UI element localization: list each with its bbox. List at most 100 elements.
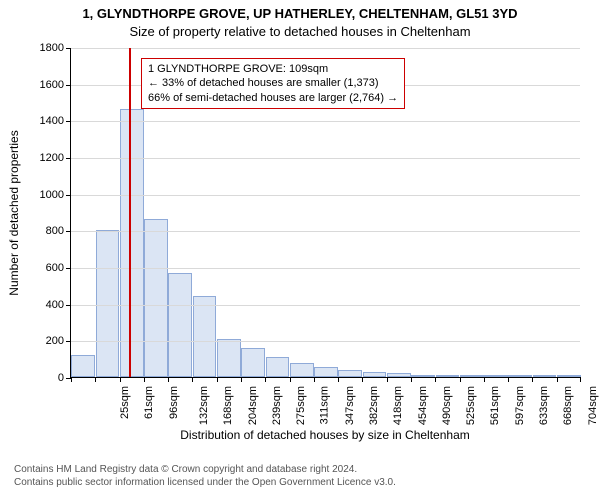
xtick-label: 275sqm (295, 386, 307, 425)
ytick-label: 1200 (24, 152, 64, 164)
xtick-label: 454sqm (417, 386, 429, 425)
gridline-h (71, 341, 580, 342)
xtick-label: 490sqm (441, 386, 453, 425)
xtick-mark (217, 377, 218, 382)
histogram-bar (120, 109, 144, 377)
y-axis-label: Number of detached properties (7, 130, 21, 295)
gridline-h (71, 121, 580, 122)
x-axis-label: Distribution of detached houses by size … (70, 428, 580, 442)
footer-line1: Contains HM Land Registry data © Crown c… (14, 464, 357, 475)
xtick-label: 561sqm (490, 386, 502, 425)
xtick-label: 61sqm (143, 386, 155, 419)
footer-line2: Contains public sector information licen… (14, 477, 396, 488)
ytick-label: 400 (24, 299, 64, 311)
xtick-label: 132sqm (198, 386, 210, 425)
xtick-mark (241, 377, 242, 382)
gridline-h (71, 158, 580, 159)
ytick-mark (66, 341, 71, 342)
ytick-mark (66, 158, 71, 159)
annotation-line: 66% of semi-detached houses are larger (… (148, 91, 398, 105)
ytick-label: 800 (24, 225, 64, 237)
footer-attribution: Contains HM Land Registry data © Crown c… (14, 464, 590, 489)
xtick-mark (435, 377, 436, 382)
annotation-line: 1 GLYNDTHORPE GROVE: 109sqm (148, 62, 398, 76)
gridline-h (71, 48, 580, 49)
annotation-box: 1 GLYNDTHORPE GROVE: 109sqm← 33% of deta… (141, 58, 405, 109)
histogram-bar (411, 375, 435, 377)
histogram-bar (193, 296, 217, 377)
xtick-mark (144, 377, 145, 382)
xtick-mark (95, 377, 96, 382)
xtick-mark (508, 377, 509, 382)
xtick-label: 668sqm (562, 386, 574, 425)
histogram-bar (557, 375, 581, 377)
xtick-label: 525sqm (465, 386, 477, 425)
xtick-label: 25sqm (119, 386, 131, 419)
xtick-label: 96sqm (168, 386, 180, 419)
xtick-mark (484, 377, 485, 382)
page-title-line1: 1, GLYNDTHORPE GROVE, UP HATHERLEY, CHEL… (0, 6, 600, 21)
histogram-bar (71, 355, 95, 377)
gridline-h (71, 305, 580, 306)
ytick-mark (66, 195, 71, 196)
xtick-label: 418sqm (392, 386, 404, 425)
ytick-mark (66, 268, 71, 269)
histogram-bar (484, 375, 508, 377)
histogram-bar (266, 357, 290, 377)
ytick-label: 1600 (24, 79, 64, 91)
ytick-label: 1400 (24, 115, 64, 127)
page-title-line2: Size of property relative to detached ho… (0, 24, 600, 39)
ytick-mark (66, 231, 71, 232)
xtick-label: 204sqm (247, 386, 259, 425)
histogram-bar (436, 375, 460, 377)
ytick-mark (66, 85, 71, 86)
histogram-bar (338, 370, 362, 377)
xtick-mark (168, 377, 169, 382)
ytick-mark (66, 305, 71, 306)
xtick-mark (314, 377, 315, 382)
histogram-bar (387, 373, 411, 377)
xtick-label: 704sqm (587, 386, 599, 425)
xtick-label: 239sqm (271, 386, 283, 425)
ytick-label: 1000 (24, 189, 64, 201)
xtick-label: 347sqm (344, 386, 356, 425)
ytick-label: 200 (24, 335, 64, 347)
marker-line (129, 48, 131, 377)
xtick-mark (580, 377, 581, 382)
xtick-mark (362, 377, 363, 382)
xtick-label: 597sqm (514, 386, 526, 425)
annotation-line: ← 33% of detached houses are smaller (1,… (148, 76, 398, 90)
histogram-bar (290, 363, 314, 377)
xtick-mark (557, 377, 558, 382)
xtick-label: 311sqm (319, 386, 331, 424)
xtick-mark (290, 377, 291, 382)
histogram-bar (460, 375, 484, 377)
ytick-label: 1800 (24, 42, 64, 54)
ytick-mark (66, 378, 71, 379)
xtick-mark (120, 377, 121, 382)
xtick-mark (411, 377, 412, 382)
xtick-label: 168sqm (222, 386, 234, 425)
histogram-plot: 1 GLYNDTHORPE GROVE: 109sqm← 33% of deta… (70, 48, 580, 378)
xtick-mark (71, 377, 72, 382)
ytick-mark (66, 48, 71, 49)
histogram-bar (363, 372, 387, 377)
xtick-mark (460, 377, 461, 382)
xtick-label: 382sqm (368, 386, 380, 425)
xtick-mark (192, 377, 193, 382)
histogram-bar (508, 375, 532, 377)
xtick-mark (532, 377, 533, 382)
xtick-mark (265, 377, 266, 382)
histogram-bar (241, 348, 265, 377)
ytick-label: 600 (24, 262, 64, 274)
xtick-label: 633sqm (538, 386, 550, 425)
histogram-bar (314, 367, 338, 377)
histogram-bar (533, 375, 557, 377)
xtick-mark (338, 377, 339, 382)
histogram-bar (144, 219, 168, 377)
ytick-mark (66, 121, 71, 122)
histogram-bar (168, 273, 192, 378)
gridline-h (71, 268, 580, 269)
gridline-h (71, 195, 580, 196)
xtick-mark (387, 377, 388, 382)
